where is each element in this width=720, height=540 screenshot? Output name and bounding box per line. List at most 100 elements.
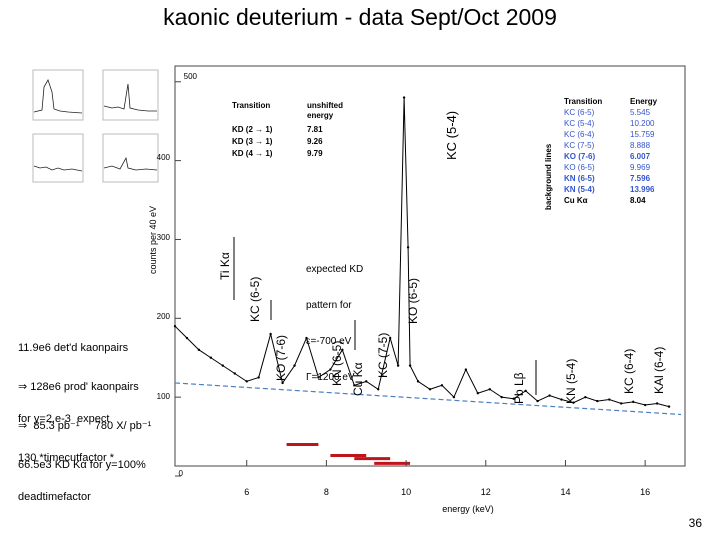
data-point (233, 372, 236, 375)
background-lines-table: Transition Energy KC (6-5) 5.545 KC (5-4) 1… (564, 96, 657, 206)
data-point (452, 395, 456, 399)
bg-table-cell: KC (7-5) (564, 141, 595, 150)
bg-table-cell: 6.007 (630, 152, 651, 161)
kd-table-cell: KD (3 → 1) (232, 137, 273, 146)
data-point (365, 380, 368, 383)
slide-title: kaonic deuterium - data Sept/Oct 2009 (163, 4, 557, 30)
info-line: ⇒ 85.3 pb⁻¹ 780 X/ pb⁻¹ (18, 420, 152, 432)
bg-table-row: Cu Kα 8.04 (564, 195, 657, 206)
data-point (512, 397, 515, 400)
data-point (655, 402, 659, 405)
data-point (608, 398, 611, 401)
x-tick-label: 12 (481, 487, 491, 497)
data-point (245, 380, 248, 383)
kd-table-header-transition: Transition (232, 101, 271, 110)
x-tick-label: 16 (640, 487, 650, 497)
bg-table-cell: KO (6-5) (564, 163, 595, 172)
bg-table-cell: 7.596 (630, 174, 651, 183)
kd-table-cell: KD (4 → 1) (232, 149, 273, 158)
peak-label-pb-lb: Pb Lβ (512, 372, 526, 404)
thumbnail-panel (8, 62, 168, 190)
kd-table-cell: 9.26 (307, 137, 323, 146)
data-point (620, 402, 623, 405)
info-line: deadtimefactor (18, 491, 91, 503)
data-series (173, 96, 682, 416)
data-point (197, 348, 201, 352)
expected-pattern-note: expected KD pattern for ε=-700 eV Γ=1200… (306, 240, 363, 396)
bg-table-header-energy: Energy (630, 97, 658, 106)
kd-table-cell: KD (2 → 1) (232, 125, 273, 134)
plot-frame (174, 65, 686, 467)
bg-table-row: KO (6-5) 9.969 (564, 162, 657, 173)
data-point (416, 380, 420, 383)
ytick-label: 200 (157, 312, 171, 321)
page-number: 36 (688, 516, 702, 530)
info-line: for y=2.e-3 expect (18, 413, 110, 425)
data-point (476, 392, 480, 395)
bg-table-cell: 8.04 (630, 196, 646, 205)
bg-table-cell: KC (6-5) (564, 108, 595, 117)
peak-label-ko-7-6: KO (7-6) (274, 334, 288, 381)
peak-label-kal-6-4: KAl (6-4) (652, 346, 666, 394)
yield-info: for y=2.e-3 expect 130 *timecutfactor * … (18, 387, 114, 517)
peak-label-kn-5-4: KN (5-4) (564, 358, 578, 404)
x-tick-label: 14 (560, 487, 570, 497)
data-point (341, 348, 344, 352)
note-line: expected KD (306, 264, 364, 275)
bg-table-cell: KN (6-5) (564, 174, 595, 183)
data-point (353, 384, 356, 387)
data-point (329, 368, 332, 371)
peak-label-ti-ka: Ti Kα (218, 252, 232, 280)
kd-pattern-bars (286, 442, 411, 465)
ytick-label: 0 (179, 469, 184, 478)
data-point (524, 389, 527, 393)
data-point (281, 381, 284, 385)
peak-label-ko-6-5: KO (6-5) (406, 277, 420, 324)
info-line: 130 *timecutfactor * (18, 452, 114, 464)
bg-table-row: KC (5-4) 10.200 (564, 118, 657, 129)
thumbnail-plots (32, 69, 159, 183)
bg-table-cell: 8.888 (630, 141, 651, 150)
axes (175, 81, 181, 477)
bg-table-cell: KC (6-4) (564, 130, 595, 139)
data-point (257, 376, 260, 379)
data-point (293, 364, 296, 367)
data-point (209, 356, 213, 359)
data-point (488, 388, 491, 391)
ytick-label: 500 (184, 72, 198, 81)
x-tick-label: 8 (324, 487, 329, 497)
data-point (221, 364, 225, 367)
data-point (396, 364, 400, 367)
data-point (402, 96, 406, 99)
data-point (428, 388, 432, 391)
note-line: Γ=1200 eV (306, 372, 355, 383)
data-point (377, 388, 380, 391)
y-axis-label: counts per 40 eV (148, 206, 158, 274)
data-point (500, 395, 503, 399)
data-point (584, 395, 587, 399)
background-lines-caption: background lines (544, 143, 553, 210)
data-point (408, 364, 412, 367)
kd-table: Transition unshifted energy KD (2 → 1) 7… (232, 101, 343, 159)
note-line: pattern for (306, 300, 352, 311)
x-axis-label: energy (keV) (442, 504, 494, 514)
data-point (269, 332, 272, 336)
x-tick-label: 10 (401, 487, 411, 497)
peak-label-kc-6-5: KC (6-5) (248, 276, 262, 322)
peak-label-kc-5-4: KC (5-4) (444, 110, 459, 160)
peak-label-kc-7-5: KC (7-5) (376, 332, 390, 378)
x-tick-label: 6 (244, 487, 249, 497)
bg-table-header-transition: Transition (564, 97, 603, 106)
data-point (388, 336, 392, 340)
bg-table-cell: 5.545 (630, 108, 651, 117)
background-fit-line (174, 382, 682, 416)
kd-table-cell: 9.79 (307, 149, 323, 158)
data-point (632, 400, 635, 404)
data-point (560, 398, 563, 401)
peak-label-kc-6-4: KC (6-4) (622, 348, 636, 394)
bg-table-cell: 15.759 (630, 130, 655, 139)
info-line: 11.9e6 det'd kaonpairs (18, 342, 129, 354)
bg-table-cell: 13.996 (630, 185, 655, 194)
bg-table-cell: KC (5-4) (564, 119, 595, 128)
